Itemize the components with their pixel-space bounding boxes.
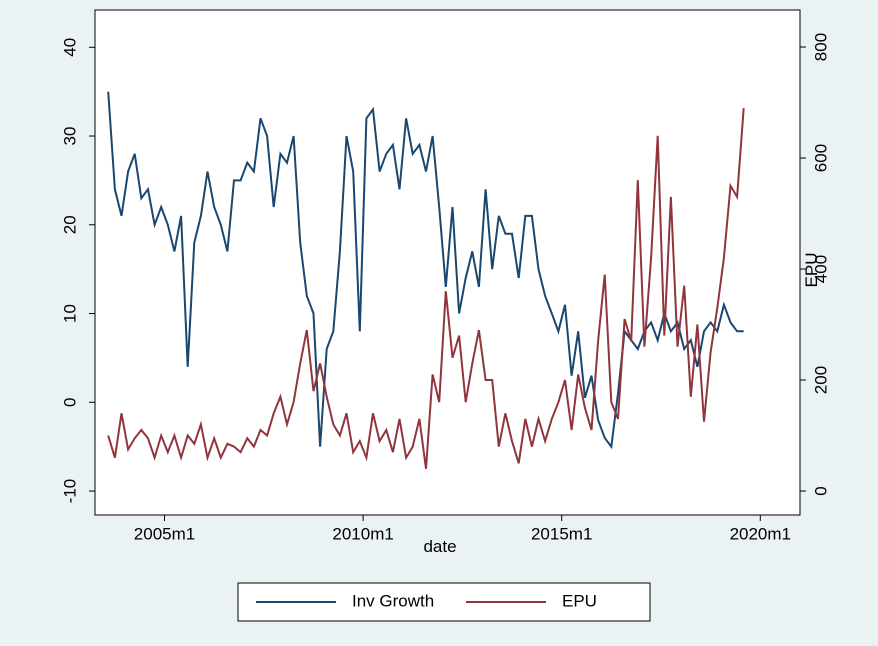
y2-tick-label: 800 bbox=[811, 33, 830, 61]
x-tick-label: 2010m1 bbox=[332, 524, 393, 543]
y-tick-label: -10 bbox=[60, 479, 79, 504]
y-tick-label: 40 bbox=[60, 38, 79, 57]
x-tick-label: 2020m1 bbox=[730, 524, 791, 543]
y-tick-label: 0 bbox=[60, 398, 79, 407]
y-tick-label: 20 bbox=[60, 215, 79, 234]
legend-label: EPU bbox=[562, 591, 597, 610]
y-tick-label: 30 bbox=[60, 127, 79, 146]
y2-tick-label: 0 bbox=[811, 486, 830, 495]
x-axis-title: date bbox=[423, 537, 456, 556]
y2-tick-label: 400 bbox=[811, 255, 830, 283]
y2-tick-label: 200 bbox=[811, 366, 830, 394]
x-tick-label: 2005m1 bbox=[134, 524, 195, 543]
y2-tick-label: 600 bbox=[811, 144, 830, 172]
y2-axis-title: EPU bbox=[802, 253, 821, 288]
x-tick-label: 2015m1 bbox=[531, 524, 592, 543]
y-tick-label: 10 bbox=[60, 304, 79, 323]
data-line bbox=[107, 108, 745, 469]
legend-label: Inv Growth bbox=[352, 591, 434, 610]
data-line bbox=[107, 91, 744, 450]
